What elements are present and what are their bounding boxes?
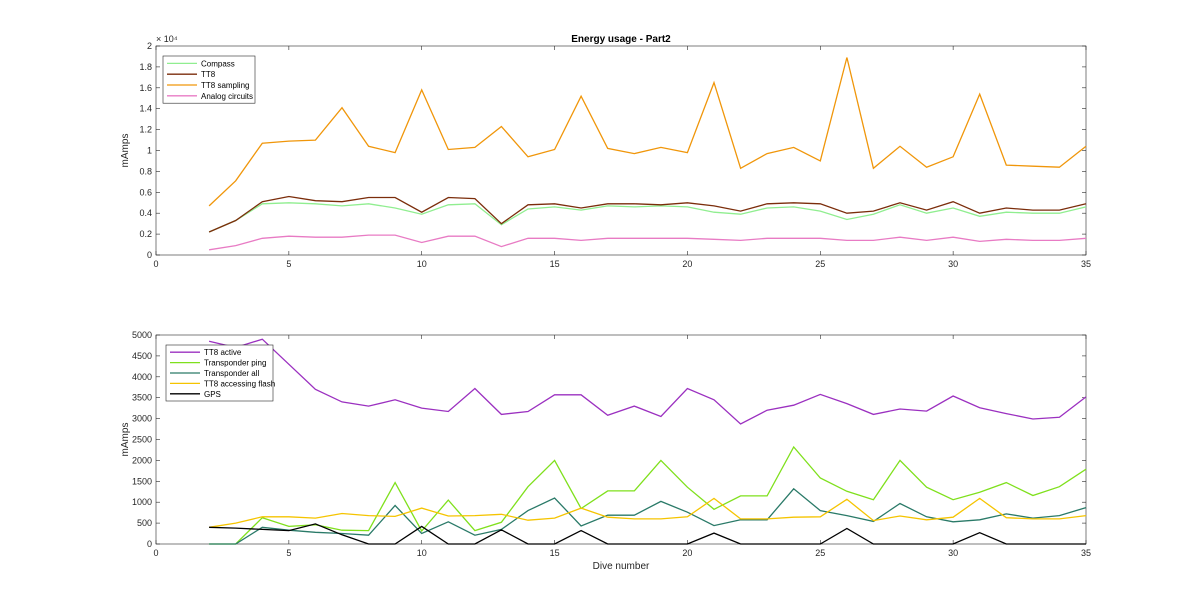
series-line-transponder-ping	[209, 445, 1087, 545]
y-tick-label: 2000	[132, 455, 152, 465]
y-tick-label: 1.8	[139, 62, 152, 72]
x-tick-label: 30	[948, 259, 958, 269]
x-tick-label: 20	[682, 259, 692, 269]
y-tick-label: 0	[147, 250, 152, 260]
x-tick-label: 0	[153, 548, 158, 558]
legend-label-compass: Compass	[201, 59, 235, 68]
y-tick-label: 0	[147, 539, 152, 549]
x-tick-label: 25	[815, 259, 825, 269]
x-tick-label: 15	[550, 548, 560, 558]
x-tick-label: 20	[682, 548, 692, 558]
y-tick-label: 0.2	[139, 229, 152, 239]
plot-area	[155, 334, 1087, 545]
x-tick-label: 0	[153, 259, 158, 269]
series-line-tt8-sampling	[208, 57, 1087, 207]
legend-label-tt8-accessing-flash: TT8 accessing flash	[204, 379, 275, 388]
legend-label-gps: GPS	[204, 390, 221, 399]
chart-title: Energy usage - Part2	[571, 34, 671, 45]
y-tick-label: 0.4	[139, 208, 152, 218]
series-line-compass	[208, 202, 1087, 233]
x-tick-label: 35	[1081, 259, 1091, 269]
axes-bottom: 0 5 10 15 20 25 30 35 0 500 1000 1500 2000 2500 3000 35…	[120, 330, 1091, 572]
y-axis-label: mAmps	[120, 134, 131, 168]
x-tick-label: 15	[550, 259, 560, 269]
series-line-gps	[209, 523, 1086, 545]
y-tick-label: 1000	[132, 497, 152, 507]
y-axis-label: mAmps	[120, 423, 131, 457]
y-exponent-label: × 10⁴	[156, 34, 178, 44]
x-tick-label: 5	[286, 259, 291, 269]
series-line-tt8-accessing-flash	[208, 497, 1087, 528]
series-line-analog-circuits	[208, 234, 1087, 251]
y-tick-label: 2500	[132, 435, 152, 445]
x-axis-label: Dive number	[593, 561, 650, 572]
y-tick-label: 1500	[132, 476, 152, 486]
legend-label-transponder-all: Transponder all	[204, 369, 260, 378]
x-tick-label: 35	[1081, 548, 1091, 558]
legend-label-analog-circuits: Analog circuits	[201, 92, 253, 101]
y-tick-label: 5000	[132, 330, 152, 340]
y-tick-label: 500	[137, 518, 152, 528]
legend-label-tt8: TT8	[201, 70, 216, 79]
x-tick-label: 10	[417, 548, 427, 558]
y-tick-label: 1.6	[139, 83, 152, 93]
axes-top: 0 5 10 15 20 25 30 35 0 0.2 0.4 0.6 0.8 1 1.2 1.4 1.6 1.8…	[120, 34, 1091, 269]
y-tick-label: 4000	[132, 372, 152, 382]
legend-label-tt8-sampling: TT8 sampling	[201, 81, 249, 90]
y-tick-label: 3000	[132, 414, 152, 424]
y-tick-label: 1	[147, 146, 152, 156]
y-tick-label: 3500	[132, 393, 152, 403]
legend-label-transponder-ping: Transponder ping	[204, 359, 266, 368]
legend-label-tt8-active: TT8 active	[204, 348, 242, 357]
series-line-tt8	[208, 195, 1087, 233]
series-line-transponder-all	[209, 487, 1087, 545]
y-tick-label: 1.4	[139, 104, 152, 114]
y-tick-label: 0.8	[139, 166, 152, 176]
y-tick-label: 0.6	[139, 187, 152, 197]
y-tick-label: 4500	[132, 351, 152, 361]
x-tick-label: 25	[815, 548, 825, 558]
x-tick-label: 10	[417, 259, 427, 269]
x-tick-label: 30	[948, 548, 958, 558]
series-line-tt8-active	[208, 338, 1087, 425]
x-tick-label: 5	[286, 548, 291, 558]
y-tick-label: 1.2	[139, 125, 152, 135]
y-tick-label: 2	[147, 41, 152, 51]
